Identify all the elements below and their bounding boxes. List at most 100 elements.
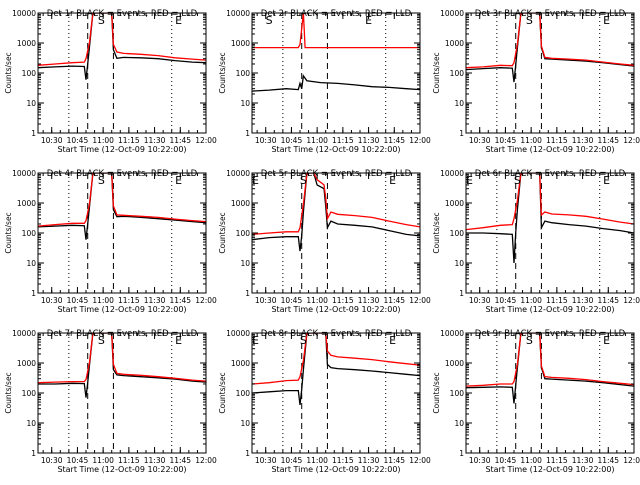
y-tick-label: 10	[26, 99, 36, 108]
series-line-events	[252, 74, 420, 92]
y-tick-label: 100	[450, 229, 465, 238]
y-axis-label: Counts/sec	[218, 372, 227, 413]
x-tick-label: 11:15	[546, 296, 568, 305]
x-tick-label: 11:15	[332, 296, 354, 305]
x-tick-label: 10:30	[41, 296, 63, 305]
y-tick-label: 1	[31, 289, 36, 298]
x-tick-label: 10:30	[469, 456, 491, 465]
x-tick-label: 11:30	[358, 136, 380, 145]
y-tick-label: 10	[454, 259, 464, 268]
x-tick-label: 11:15	[546, 136, 568, 145]
marker-letter-e: E	[175, 334, 182, 347]
y-tick-label: 100	[450, 69, 465, 78]
x-axis-label: Start Time (12-Oct-09 10:22:00)	[271, 145, 400, 154]
series-line-lld	[466, 13, 634, 69]
y-axis-label: Counts/sec	[432, 372, 441, 413]
marker-letter-s: S	[526, 334, 533, 347]
x-tick-label: 11:00	[92, 456, 114, 465]
x-tick-label: 11:30	[144, 456, 166, 465]
y-tick-label: 1	[31, 129, 36, 138]
y-axis-label: Counts/sec	[432, 52, 441, 93]
x-tick-label: 11:45	[169, 136, 191, 145]
x-tick-label: 10:30	[469, 296, 491, 305]
x-tick-label: 11:45	[597, 296, 619, 305]
y-tick-label: 10	[240, 419, 250, 428]
x-tick-label: 10:45	[495, 296, 517, 305]
x-tick-label: 11:15	[118, 456, 140, 465]
x-axis-label: Start Time (12-Oct-09 10:22:00)	[271, 465, 400, 474]
series-line-events	[252, 333, 420, 405]
marker-letter-s: S	[266, 14, 273, 27]
marker-letter-s: S	[98, 334, 105, 347]
x-tick-label: 10:45	[281, 296, 303, 305]
y-tick-label: 100	[22, 69, 37, 78]
plot-frame	[37, 172, 207, 294]
x-tick-label: 11:45	[597, 456, 619, 465]
panel-title: Det 4r BLACK = Events, RED = LLD	[47, 169, 198, 179]
y-tick-label: 10	[26, 419, 36, 428]
series-line-events	[466, 333, 634, 404]
marker-letter-e: E	[175, 174, 182, 187]
x-tick-label: 11:45	[383, 456, 405, 465]
plot-frame	[251, 12, 421, 134]
x-tick-label: 11:00	[520, 296, 542, 305]
y-tick-label: 10000	[12, 329, 36, 338]
x-tick-label: 11:00	[306, 136, 328, 145]
x-tick-label: 10:30	[41, 456, 63, 465]
marker-letter-s: S	[300, 334, 307, 347]
series-line-events	[38, 173, 206, 240]
x-axis-label: Start Time (12-Oct-09 10:22:00)	[57, 465, 186, 474]
series-line-lld	[466, 173, 634, 231]
x-tick-label: 12:00	[623, 136, 640, 145]
y-tick-label: 10	[454, 99, 464, 108]
x-tick-label: 11:30	[572, 136, 594, 145]
y-tick-label: 1	[31, 449, 36, 458]
series-line-lld	[38, 13, 206, 66]
x-tick-label: 11:00	[92, 296, 114, 305]
series-line-lld	[466, 333, 634, 387]
x-tick-label: 11:15	[332, 456, 354, 465]
x-axis-label: Start Time (12-Oct-09 10:22:00)	[485, 305, 614, 314]
x-axis-label: Start Time (12-Oct-09 10:22:00)	[271, 305, 400, 314]
x-tick-label: 11:30	[358, 296, 380, 305]
x-tick-label: 11:45	[597, 136, 619, 145]
x-tick-label: 10:30	[255, 456, 277, 465]
x-tick-label: 10:45	[495, 456, 517, 465]
x-axis-label: Start Time (12-Oct-09 10:22:00)	[57, 305, 186, 314]
y-tick-label: 10000	[226, 9, 250, 18]
y-tick-label: 1000	[445, 359, 464, 368]
x-tick-label: 12:00	[623, 456, 640, 465]
x-axis-label: Start Time (12-Oct-09 10:22:00)	[485, 465, 614, 474]
marker-letter-s: S	[514, 174, 521, 187]
x-tick-label: 10:30	[469, 136, 491, 145]
y-tick-label: 1000	[231, 39, 250, 48]
x-tick-label: 11:00	[520, 456, 542, 465]
y-tick-label: 1000	[17, 199, 36, 208]
x-tick-label: 10:30	[41, 136, 63, 145]
x-tick-label: 12:00	[195, 296, 217, 305]
x-tick-label: 11:15	[546, 456, 568, 465]
y-tick-label: 1000	[17, 39, 36, 48]
y-tick-label: 100	[450, 389, 465, 398]
marker-letter-e: E	[603, 174, 610, 187]
x-tick-label: 11:45	[383, 136, 405, 145]
marker-letter-e: E	[389, 334, 396, 347]
series-line-events	[252, 173, 420, 252]
y-tick-label: 10000	[12, 169, 36, 178]
marker-letter-s: S	[98, 14, 105, 27]
marker-letter-e: E	[389, 174, 396, 187]
y-tick-label: 1000	[231, 199, 250, 208]
y-tick-label: 1000	[231, 359, 250, 368]
x-tick-label: 10:45	[67, 456, 89, 465]
series-line-lld	[38, 333, 206, 384]
series-line-lld	[252, 333, 420, 385]
x-tick-label: 11:00	[306, 296, 328, 305]
